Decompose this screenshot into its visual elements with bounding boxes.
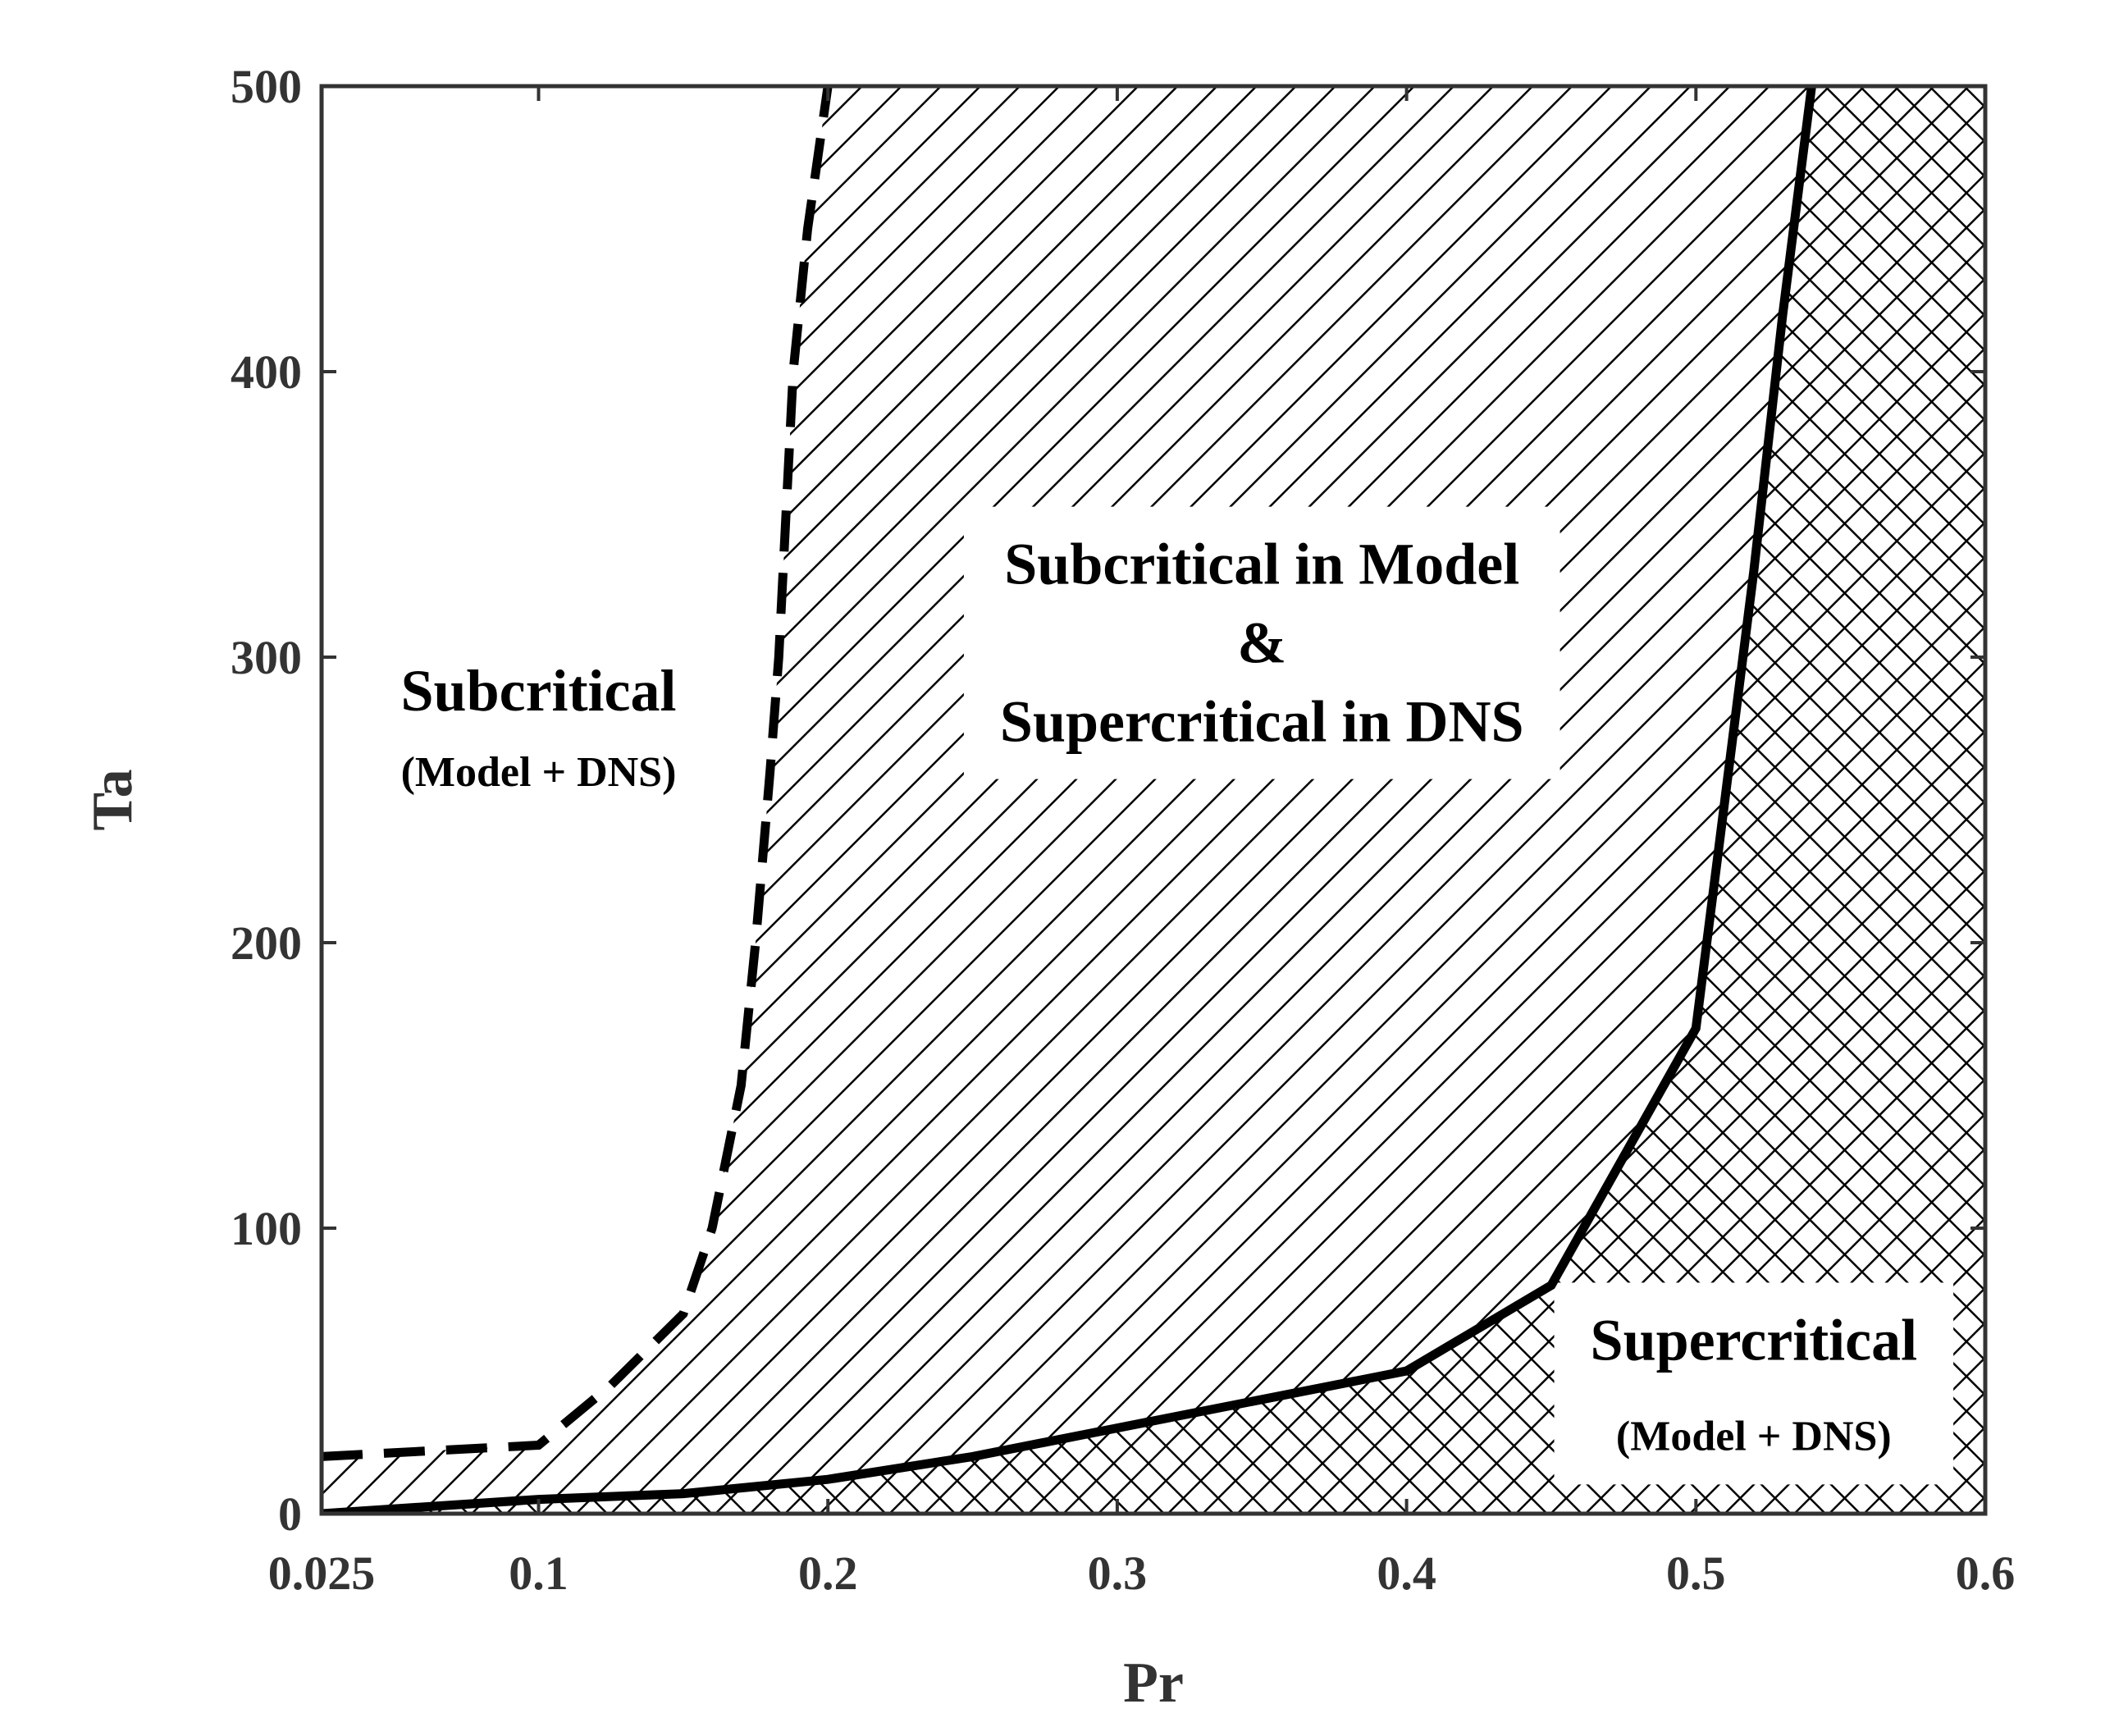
x-tick-label: 0.3 [1088, 1546, 1148, 1600]
region-annotations: Subcritical (Model + DNS) Subcritical in M… [401, 532, 1918, 1460]
x-tick-label: 0.5 [1666, 1546, 1726, 1600]
boundary-curves [322, 86, 1816, 1514]
y-tick-label: 500 [231, 60, 302, 113]
axis-ticks [320, 85, 1987, 1515]
annotation-1: Subcritical in Model & Supercritical in DN… [1000, 532, 1524, 755]
x-tick-label: 0.025 [268, 1546, 376, 1600]
y-tick-label: 100 [231, 1202, 302, 1255]
annotation-2: Supercritical (Model + DNS) [1591, 1307, 1918, 1460]
y-tick-label: 0 [278, 1487, 302, 1541]
annotation-box [1554, 1282, 1954, 1485]
hatched-region-subcritical-model-supercritical-dns [322, 86, 1812, 1514]
x-tick-label: 0.4 [1377, 1546, 1436, 1600]
annotation-text: Subcritical [401, 658, 677, 724]
annotation-text: & [1237, 610, 1286, 676]
annotation-text: Supercritical in DNS [1000, 689, 1524, 755]
y-tick-label: 400 [231, 345, 302, 399]
x-tick-label: 0.6 [1956, 1546, 2016, 1600]
axis-tick-labels: 0.025 0.1 0.2 0.3 0.4 0.5 0.6 0 100 200 300 400 500 [231, 60, 2015, 1600]
x-tick-label: 0.2 [798, 1546, 858, 1600]
plot-frame [319, 84, 1988, 1516]
annotation-text: Supercritical [1591, 1307, 1918, 1373]
y-tick-label: 300 [231, 631, 302, 684]
series-line-solid-boundary [322, 86, 1816, 1514]
annotation-text: Subcritical in Model [1004, 532, 1519, 597]
x-tick-label: 0.1 [509, 1546, 569, 1600]
annotation-boxes [963, 506, 1954, 1485]
y-axis-title: Ta [81, 769, 144, 830]
annotation-0: Subcritical (Model + DNS) [401, 658, 677, 796]
x-axis-title: Pr [1123, 1651, 1184, 1715]
annotation-text: (Model + DNS) [401, 749, 677, 796]
y-tick-label: 200 [231, 916, 302, 970]
annotation-text: (Model + DNS) [1616, 1413, 1892, 1460]
series-line-dashed-boundary [322, 86, 833, 1461]
annotation-box [963, 506, 1560, 779]
